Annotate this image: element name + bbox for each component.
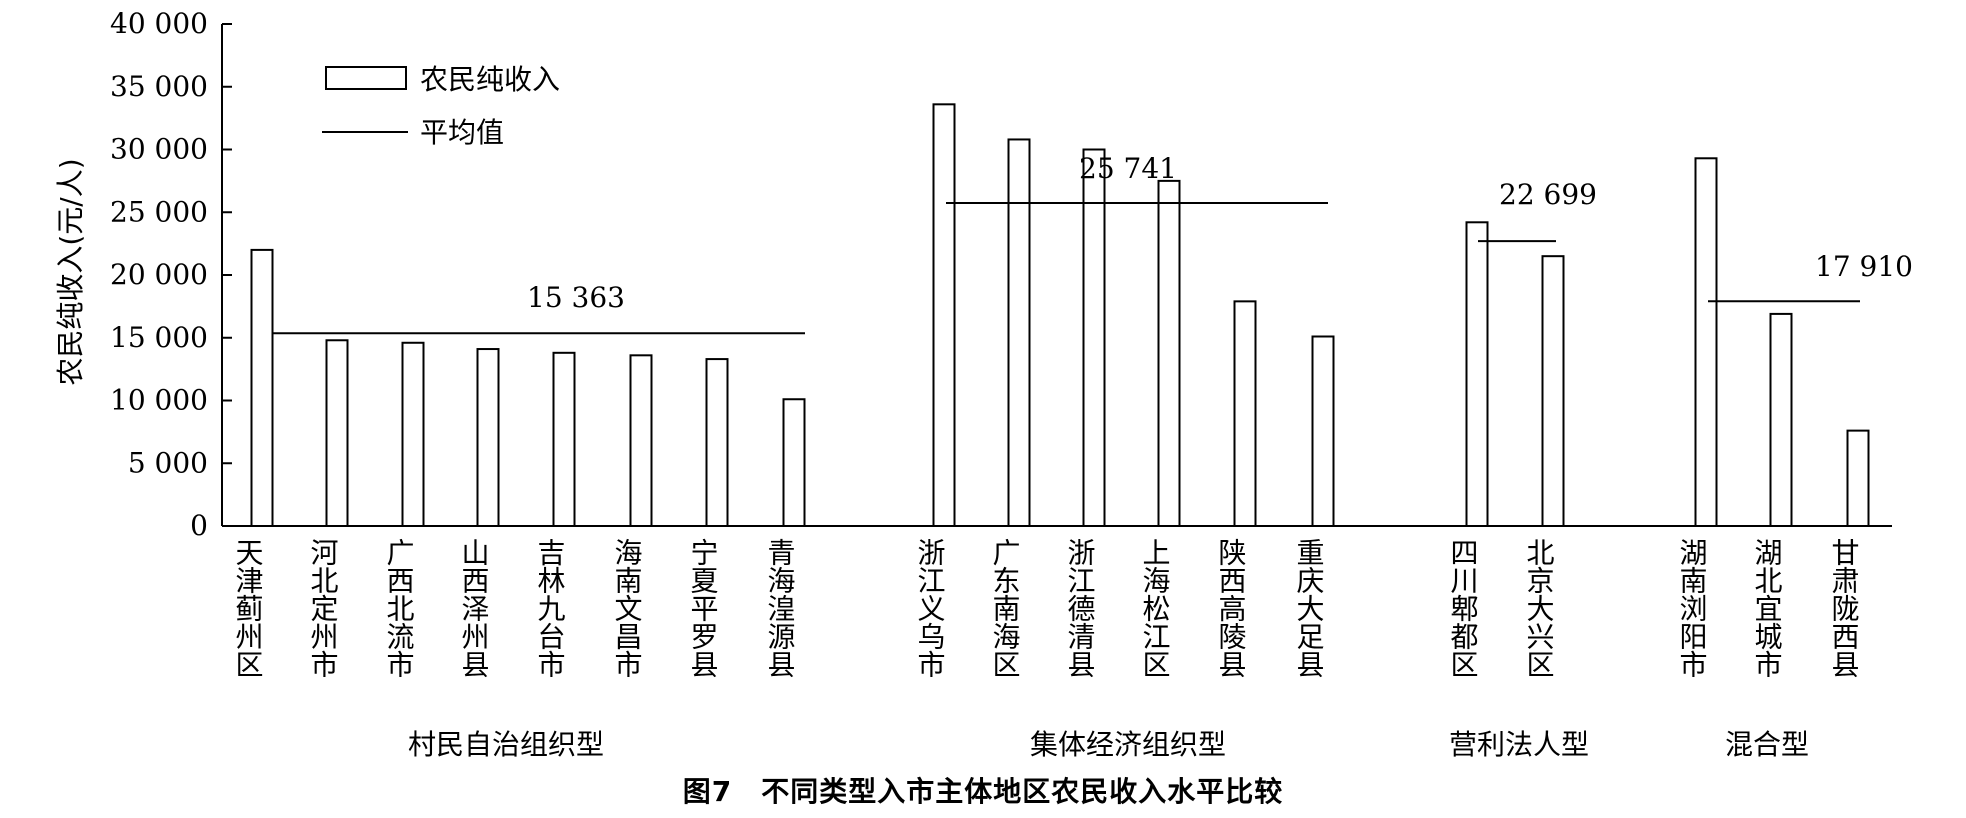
y-tick-label: 35 000 [110, 70, 208, 103]
y-tick-label: 25 000 [110, 195, 208, 228]
bar [1007, 138, 1031, 528]
bar [1769, 312, 1793, 527]
group-label: 集体经济组织型 [1030, 728, 1226, 760]
bar [705, 358, 729, 527]
bar [1846, 429, 1870, 527]
average-label: 17 910 [1815, 250, 1913, 283]
bar-chart: 0 5 000 10 000 15 000 20 000 25 000 30 000 35 0… [54, 7, 1913, 760]
y-tick-label: 5 000 [128, 446, 208, 479]
bar [250, 248, 274, 527]
group-label: 混合型 [1725, 728, 1809, 760]
x-tick-label: 吉林九台市 [534, 538, 567, 678]
average-label: 15 363 [527, 281, 625, 314]
x-tick-label: 浙江义乌市 [914, 538, 947, 678]
x-tick-label: 广西北流市 [383, 538, 416, 678]
y-tick-label: 10 000 [110, 384, 208, 417]
bar [1311, 335, 1335, 527]
group-label: 村民自治组织型 [408, 728, 604, 760]
bar [782, 398, 806, 527]
x-tick-label: 北京大兴区 [1523, 538, 1556, 678]
bar [401, 341, 425, 527]
y-tick-label: 20 000 [110, 258, 208, 291]
x-tick-label: 海南文昌市 [611, 538, 644, 678]
bar [325, 339, 349, 528]
bar [629, 354, 653, 527]
legend-bar-swatch [325, 66, 407, 90]
x-tick-label: 山西泽州县 [458, 538, 491, 678]
x-tick-label: 上海松江区 [1139, 538, 1172, 678]
y-tick-label: 15 000 [110, 321, 208, 354]
x-tick-label: 河北定州市 [307, 538, 340, 678]
average-label: 22 699 [1499, 178, 1597, 211]
x-tick-label: 广东南海区 [989, 538, 1022, 678]
x-tick-label: 四川郫都区 [1447, 538, 1480, 678]
y-tick-label: 0 [190, 509, 208, 542]
bar [1694, 157, 1718, 527]
legend-bar-label: 农民纯收入 [420, 63, 560, 96]
bar [476, 348, 500, 528]
x-tick-label: 湖北宜城市 [1751, 538, 1784, 678]
x-tick-label: 浙江德清县 [1064, 538, 1097, 678]
bar [552, 351, 576, 527]
bar [1541, 255, 1565, 527]
bar [1157, 179, 1181, 527]
y-tick-label: 40 000 [110, 7, 208, 40]
x-tick-label: 天津蓟州区 [232, 538, 265, 678]
figure-caption: 图7 不同类型入市主体地区农民收入水平比较 [682, 775, 1284, 808]
bar [1465, 221, 1489, 527]
x-tick-label: 青海湟源县 [764, 538, 797, 678]
x-tick-label: 甘肃陇西县 [1828, 538, 1861, 678]
x-tick-label: 陕西高陵县 [1215, 538, 1248, 678]
x-tick-label: 湖南浏阳市 [1676, 538, 1709, 678]
average-label: 25 741 [1079, 152, 1177, 185]
x-tick-label: 宁夏平罗县 [687, 538, 720, 678]
bar [932, 103, 956, 527]
group-label: 营利法人型 [1449, 728, 1589, 760]
bar [1082, 148, 1106, 527]
bar [1233, 300, 1257, 528]
y-tick-label: 30 000 [110, 133, 208, 166]
x-tick-label: 重庆大足县 [1293, 538, 1326, 678]
y-axis-title: 农民纯收入(元/人) [54, 158, 87, 385]
legend-line-label: 平均值 [420, 116, 504, 149]
